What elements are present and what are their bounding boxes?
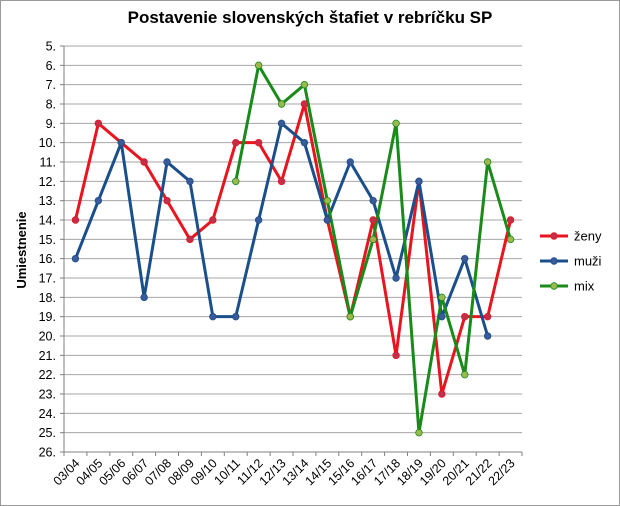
data-point-ženy: [392, 351, 400, 360]
data-point-mix: [415, 428, 423, 437]
y-tick-label: 15.: [39, 233, 56, 247]
data-point-muži: [300, 138, 309, 147]
grid-lines: [60, 45, 522, 453]
chart-title: Postavenie slovenských štafiet v rebríčk…: [127, 8, 493, 27]
axes: [63, 46, 523, 456]
data-point-ženy: [254, 138, 263, 147]
y-tick-label: 26.: [39, 446, 56, 460]
data-point-mix: [392, 119, 400, 128]
data-point-muži: [392, 274, 400, 282]
data-point-mix: [300, 80, 309, 89]
data-point-muži: [461, 254, 469, 263]
data-point-ženy: [209, 216, 217, 224]
data-point-ženy: [232, 138, 240, 147]
data-point-muži: [94, 196, 103, 205]
data-point-ženy: [163, 196, 171, 205]
data-point-muži: [140, 293, 148, 302]
series-line-mix: [234, 63, 512, 435]
y-tick-label: 7.: [46, 78, 56, 92]
y-tick-label: 24.: [39, 407, 56, 421]
y-tick-label: 5.: [46, 40, 56, 54]
y-tick-label: 25.: [39, 426, 56, 440]
legend-label-muži: muži: [574, 254, 602, 269]
data-point-mix: [277, 100, 286, 108]
data-point-mix: [232, 177, 240, 186]
legend: ženy muži mix: [540, 229, 602, 294]
data-point-mix: [506, 235, 515, 244]
data-point-mix: [483, 158, 492, 166]
data-point-muži: [71, 254, 80, 263]
x-tick-label: 09/10: [188, 456, 220, 488]
data-point-ženy: [483, 312, 492, 321]
data-point-ženy: [506, 216, 515, 224]
data-point-muži: [438, 312, 446, 321]
y-tick-label: 19.: [39, 310, 56, 324]
y-tick-label: 11.: [40, 156, 56, 170]
y-tick-labels: 5. 6. 7. 8. 9. 10. 11. 12. 13. 14. 15. 16. 17. 18. 19.…: [39, 40, 56, 460]
y-tick-label: 23.: [39, 388, 56, 402]
data-point-muži: [254, 216, 263, 224]
y-tick-label: 6.: [46, 59, 56, 73]
data-point-muži: [209, 312, 217, 321]
data-point-muži: [232, 312, 240, 321]
data-point-muži: [323, 216, 332, 224]
data-point-ženy: [461, 312, 469, 321]
y-tick-label: 13.: [39, 194, 56, 208]
y-axis-label: Umiestnenie: [14, 211, 29, 288]
legend-label-mix: mix: [574, 279, 595, 294]
data-point-muži: [415, 177, 423, 186]
data-point-ženy: [300, 100, 309, 108]
series-lines: [73, 63, 513, 435]
y-tick-label: 12.: [39, 175, 56, 189]
data-point-muži: [163, 158, 171, 166]
data-point-mix: [346, 312, 354, 321]
data-point-muži: [483, 332, 492, 340]
y-tick-label: 17.: [39, 272, 56, 286]
data-point-mix: [369, 235, 377, 244]
legend-marker-ženy: [550, 232, 558, 240]
data-point-ženy: [438, 390, 446, 398]
data-point-mix: [438, 293, 446, 302]
legend-marker-muži: [550, 257, 558, 265]
data-point-mix: [323, 196, 332, 205]
y-tick-label: 9.: [46, 117, 56, 131]
data-point-ženy: [186, 235, 194, 244]
data-point-ženy: [71, 216, 80, 224]
data-point-muži: [186, 177, 194, 186]
data-point-muži: [369, 196, 377, 205]
y-tick-label: 10.: [39, 136, 56, 150]
y-tick-label: 16.: [39, 252, 56, 266]
data-point-muži: [277, 119, 286, 128]
legend-marker-mix: [550, 282, 558, 290]
series-markers: [71, 61, 515, 437]
y-tick-label: 22.: [39, 368, 56, 382]
legend-label-ženy: ženy: [574, 229, 602, 244]
data-point-muži: [346, 158, 354, 166]
y-tick-label: 14.: [39, 214, 56, 228]
data-point-mix: [461, 370, 469, 379]
x-tick-labels: 03/0404/0505/0606/0707/0808/0909/1010/11…: [51, 456, 518, 488]
y-tick-label: 18.: [39, 291, 56, 305]
data-point-muži: [117, 138, 125, 147]
series-line-ženy: [73, 102, 513, 396]
data-point-mix: [254, 61, 263, 70]
data-point-ženy: [140, 158, 148, 166]
x-tick-label: 22/23: [486, 456, 518, 488]
y-tick-label: 20.: [39, 330, 56, 344]
data-point-ženy: [369, 216, 377, 224]
y-tick-label: 8.: [46, 98, 56, 112]
data-point-ženy: [277, 177, 286, 186]
y-tick-label: 21.: [39, 349, 56, 363]
data-point-ženy: [94, 119, 103, 128]
